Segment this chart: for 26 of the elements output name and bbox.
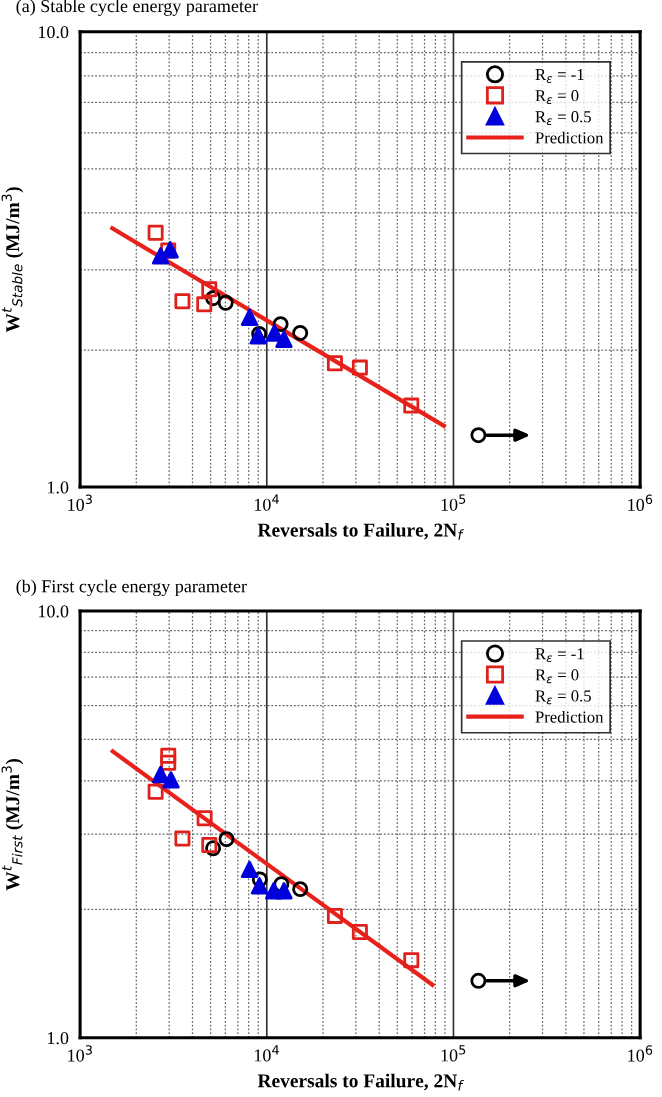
chart-title: (b) First cycle energy parameter: [16, 579, 247, 597]
x-tick-label: 10$^{3}$: [68, 494, 92, 511]
legend-label: R$_{ε}$ = 0: [535, 90, 579, 105]
x-tick-label: 10$^{5}$: [441, 1045, 466, 1062]
legend-label: R$_{ε}$ = 0.5: [535, 690, 591, 705]
x-tick-label: 10$^{3}$: [68, 1045, 92, 1062]
y-tick-label: 10.0: [38, 605, 69, 618]
x-axis-title: Reversals to Failure, 2N$_{f}$: [257, 523, 464, 540]
x-tick-label: 10$^{4}$: [254, 1045, 279, 1062]
y-axis-title: W$^{t}$$_{Stable}$ (MJ/m$^{3}$): [1, 187, 24, 333]
y-axis-title: W$^{t}$$_{First}$ (MJ/m$^{3}$): [1, 758, 24, 891]
x-tick-label: 10$^{6}$: [628, 494, 653, 511]
x-axis-title: Reversals to Failure, 2N$_{f}$: [257, 1073, 464, 1091]
y-tick-label: 1.0: [48, 1032, 69, 1045]
x-tick-label: 10$^{5}$: [441, 494, 466, 511]
chart-title: (a) Stable cycle energy parameter: [16, 0, 258, 16]
legend-label: R$_{ε}$ = -1: [535, 68, 584, 83]
x-tick-label: 10$^{4}$: [254, 494, 279, 511]
legend-label: R$_{ε}$ = -1: [535, 648, 584, 663]
legend-label: R$_{ε}$ = 0.5: [535, 111, 591, 126]
y-tick-label: 1.0: [48, 481, 69, 494]
x-tick-label: 10$^{6}$: [628, 1045, 653, 1062]
legend-label: R$_{ε}$ = 0: [535, 669, 579, 684]
y-tick-label: 10.0: [38, 26, 69, 39]
legend-label: Prediction: [535, 131, 604, 144]
legend-label: Prediction: [535, 710, 604, 723]
